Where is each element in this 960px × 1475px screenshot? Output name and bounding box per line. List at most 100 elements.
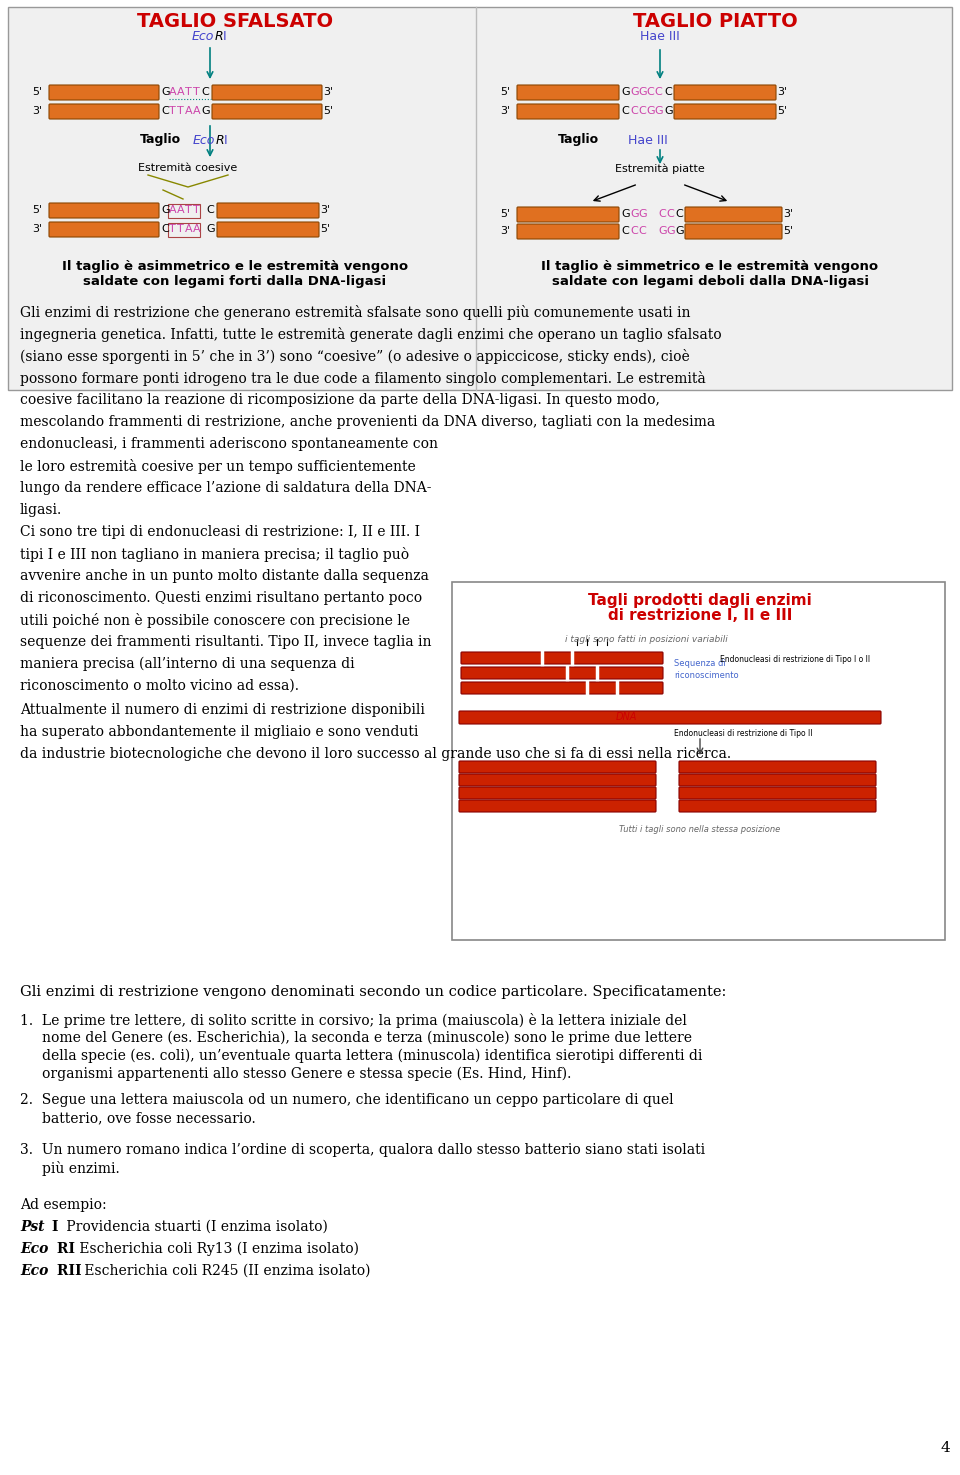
- Text: A: A: [169, 87, 177, 97]
- Text: tipi I e III non tagliano in maniera precisa; il taglio può: tipi I e III non tagliano in maniera pre…: [20, 547, 409, 562]
- Text: RII: RII: [52, 1264, 82, 1277]
- Text: T: T: [185, 205, 192, 215]
- Bar: [8, 7, 952, 389]
- Text: C: C: [666, 209, 674, 218]
- Text: A: A: [185, 224, 193, 235]
- Text: A: A: [185, 106, 193, 117]
- FancyBboxPatch shape: [461, 652, 663, 664]
- Text: G: G: [621, 87, 630, 97]
- Text: G: G: [161, 87, 170, 97]
- Text: A: A: [177, 87, 184, 97]
- Text: G: G: [630, 87, 638, 97]
- Text: T: T: [193, 87, 200, 97]
- Text: sequenze dei frammenti risultanti. Tipo II, invece taglia in: sequenze dei frammenti risultanti. Tipo …: [20, 636, 431, 649]
- FancyBboxPatch shape: [212, 105, 322, 119]
- Text: R: R: [216, 134, 225, 146]
- FancyBboxPatch shape: [217, 223, 319, 237]
- Text: 5': 5': [323, 106, 333, 117]
- Text: 3': 3': [777, 87, 787, 97]
- FancyBboxPatch shape: [459, 788, 656, 799]
- Text: G: G: [638, 209, 647, 218]
- Text: endonucleasi, i frammenti aderiscono spontaneamente con: endonucleasi, i frammenti aderiscono spo…: [20, 437, 438, 451]
- FancyBboxPatch shape: [674, 105, 776, 119]
- Text: maniera precisa (all’interno di una sequenza di: maniera precisa (all’interno di una sequ…: [20, 656, 354, 671]
- FancyBboxPatch shape: [459, 799, 656, 813]
- Text: G: G: [664, 106, 673, 117]
- FancyBboxPatch shape: [461, 681, 663, 695]
- Text: 2.  Segue una lettera maiuscola od un numero, che identificano un ceppo particol: 2. Segue una lettera maiuscola od un num…: [20, 1093, 674, 1108]
- FancyBboxPatch shape: [461, 667, 663, 678]
- Text: DNA: DNA: [615, 712, 637, 721]
- Text: Gli enzimi di restrizione vengono denominati secondo un codice particolare. Spec: Gli enzimi di restrizione vengono denomi…: [20, 985, 727, 999]
- Text: 3': 3': [323, 87, 333, 97]
- Text: utili poiché non è possibile conoscere con precisione le: utili poiché non è possibile conoscere c…: [20, 614, 410, 628]
- Text: G: G: [646, 106, 655, 117]
- Text: Eco: Eco: [20, 1264, 48, 1277]
- Text: le loro estremità coesive per un tempo sufficientemente: le loro estremità coesive per un tempo s…: [20, 459, 416, 473]
- FancyBboxPatch shape: [679, 774, 876, 786]
- FancyBboxPatch shape: [517, 86, 619, 100]
- Text: di riconoscimento. Questi enzimi risultano pertanto poco: di riconoscimento. Questi enzimi risulta…: [20, 591, 422, 605]
- Text: da industrie biotecnologiche che devono il loro successo al grande uso che si fa: da industrie biotecnologiche che devono …: [20, 746, 732, 761]
- Text: 5': 5': [500, 87, 510, 97]
- Text: della specie (es. coli), un’eventuale quarta lettera (minuscola) identifica sier: della specie (es. coli), un’eventuale qu…: [42, 1049, 703, 1063]
- Text: T: T: [185, 87, 192, 97]
- Text: nome del Genere (es. Escherichia), la seconda e terza (minuscole) sono le prime : nome del Genere (es. Escherichia), la se…: [42, 1031, 692, 1046]
- Text: C: C: [621, 226, 629, 236]
- Text: R: R: [215, 31, 224, 43]
- Text: G: G: [630, 209, 638, 218]
- Text: A: A: [169, 205, 177, 215]
- Text: TAGLIO SFALSATO: TAGLIO SFALSATO: [137, 12, 333, 31]
- Text: batterio, ove fosse necessario.: batterio, ove fosse necessario.: [42, 1111, 255, 1125]
- Text: Pst: Pst: [20, 1220, 44, 1235]
- Text: 3.  Un numero romano indica l’ordine di scoperta, qualora dallo stesso batterio : 3. Un numero romano indica l’ordine di s…: [20, 1143, 706, 1156]
- Text: Sequenza di: Sequenza di: [674, 658, 726, 668]
- Text: Ad esempio:: Ad esempio:: [20, 1198, 107, 1212]
- Text: C: C: [658, 209, 665, 218]
- Text: I: I: [223, 31, 227, 43]
- Text: 5': 5': [320, 224, 330, 235]
- Text: G: G: [638, 87, 647, 97]
- Text: C: C: [630, 106, 637, 117]
- Text: C: C: [638, 106, 646, 117]
- Text: più enzimi.: più enzimi.: [42, 1161, 120, 1176]
- Text: riconoscimento o molto vicino ad essa).: riconoscimento o molto vicino ad essa).: [20, 678, 299, 693]
- Text: saldate con legami forti dalla DNA-ligasi: saldate con legami forti dalla DNA-ligas…: [84, 274, 387, 288]
- Text: Attualmente il numero di enzimi di restrizione disponibili: Attualmente il numero di enzimi di restr…: [20, 704, 425, 717]
- Text: (siano esse sporgenti in 5’ che in 3’) sono “coesive” (o adesive o appiccicose, : (siano esse sporgenti in 5’ che in 3’) s…: [20, 350, 689, 364]
- Text: saldate con legami deboli dalla DNA-ligasi: saldate con legami deboli dalla DNA-liga…: [551, 274, 869, 288]
- Text: Escherichia coli Ry13 (I enzima isolato): Escherichia coli Ry13 (I enzima isolato): [75, 1242, 359, 1257]
- Text: G: G: [675, 226, 684, 236]
- Text: C: C: [630, 226, 637, 236]
- Text: C: C: [638, 226, 646, 236]
- FancyBboxPatch shape: [679, 788, 876, 799]
- Text: 3': 3': [500, 106, 510, 117]
- Text: Ci sono tre tipi di endonucleasi di restrizione: I, II e III. I: Ci sono tre tipi di endonucleasi di rest…: [20, 525, 420, 538]
- Text: ha superato abbondantemente il migliaio e sono venduti: ha superato abbondantemente il migliaio …: [20, 726, 419, 739]
- Text: T: T: [177, 106, 183, 117]
- Text: 5': 5': [32, 205, 42, 215]
- Text: I: I: [47, 1220, 59, 1235]
- Text: G: G: [658, 226, 666, 236]
- Text: 5': 5': [500, 209, 510, 218]
- Text: C: C: [654, 87, 661, 97]
- Text: 5': 5': [777, 106, 787, 117]
- Text: avvenire anche in un punto molto distante dalla sequenza: avvenire anche in un punto molto distant…: [20, 569, 429, 583]
- Text: Hae III: Hae III: [640, 31, 680, 43]
- Text: Eco: Eco: [192, 31, 214, 43]
- Text: T: T: [169, 224, 176, 235]
- FancyBboxPatch shape: [49, 86, 159, 100]
- Text: G: G: [621, 209, 630, 218]
- Text: T: T: [169, 106, 176, 117]
- Text: ligasi.: ligasi.: [20, 503, 62, 518]
- FancyBboxPatch shape: [459, 774, 656, 786]
- Text: G: G: [666, 226, 675, 236]
- Text: Taglio: Taglio: [558, 134, 599, 146]
- Text: Gli enzimi di restrizione che generano estremità sfalsate sono quelli più comune: Gli enzimi di restrizione che generano e…: [20, 305, 690, 320]
- FancyBboxPatch shape: [49, 204, 159, 218]
- FancyBboxPatch shape: [459, 711, 881, 724]
- Text: 5': 5': [32, 87, 42, 97]
- Text: G: G: [161, 205, 170, 215]
- Bar: [168, 223, 200, 237]
- Text: C: C: [161, 106, 169, 117]
